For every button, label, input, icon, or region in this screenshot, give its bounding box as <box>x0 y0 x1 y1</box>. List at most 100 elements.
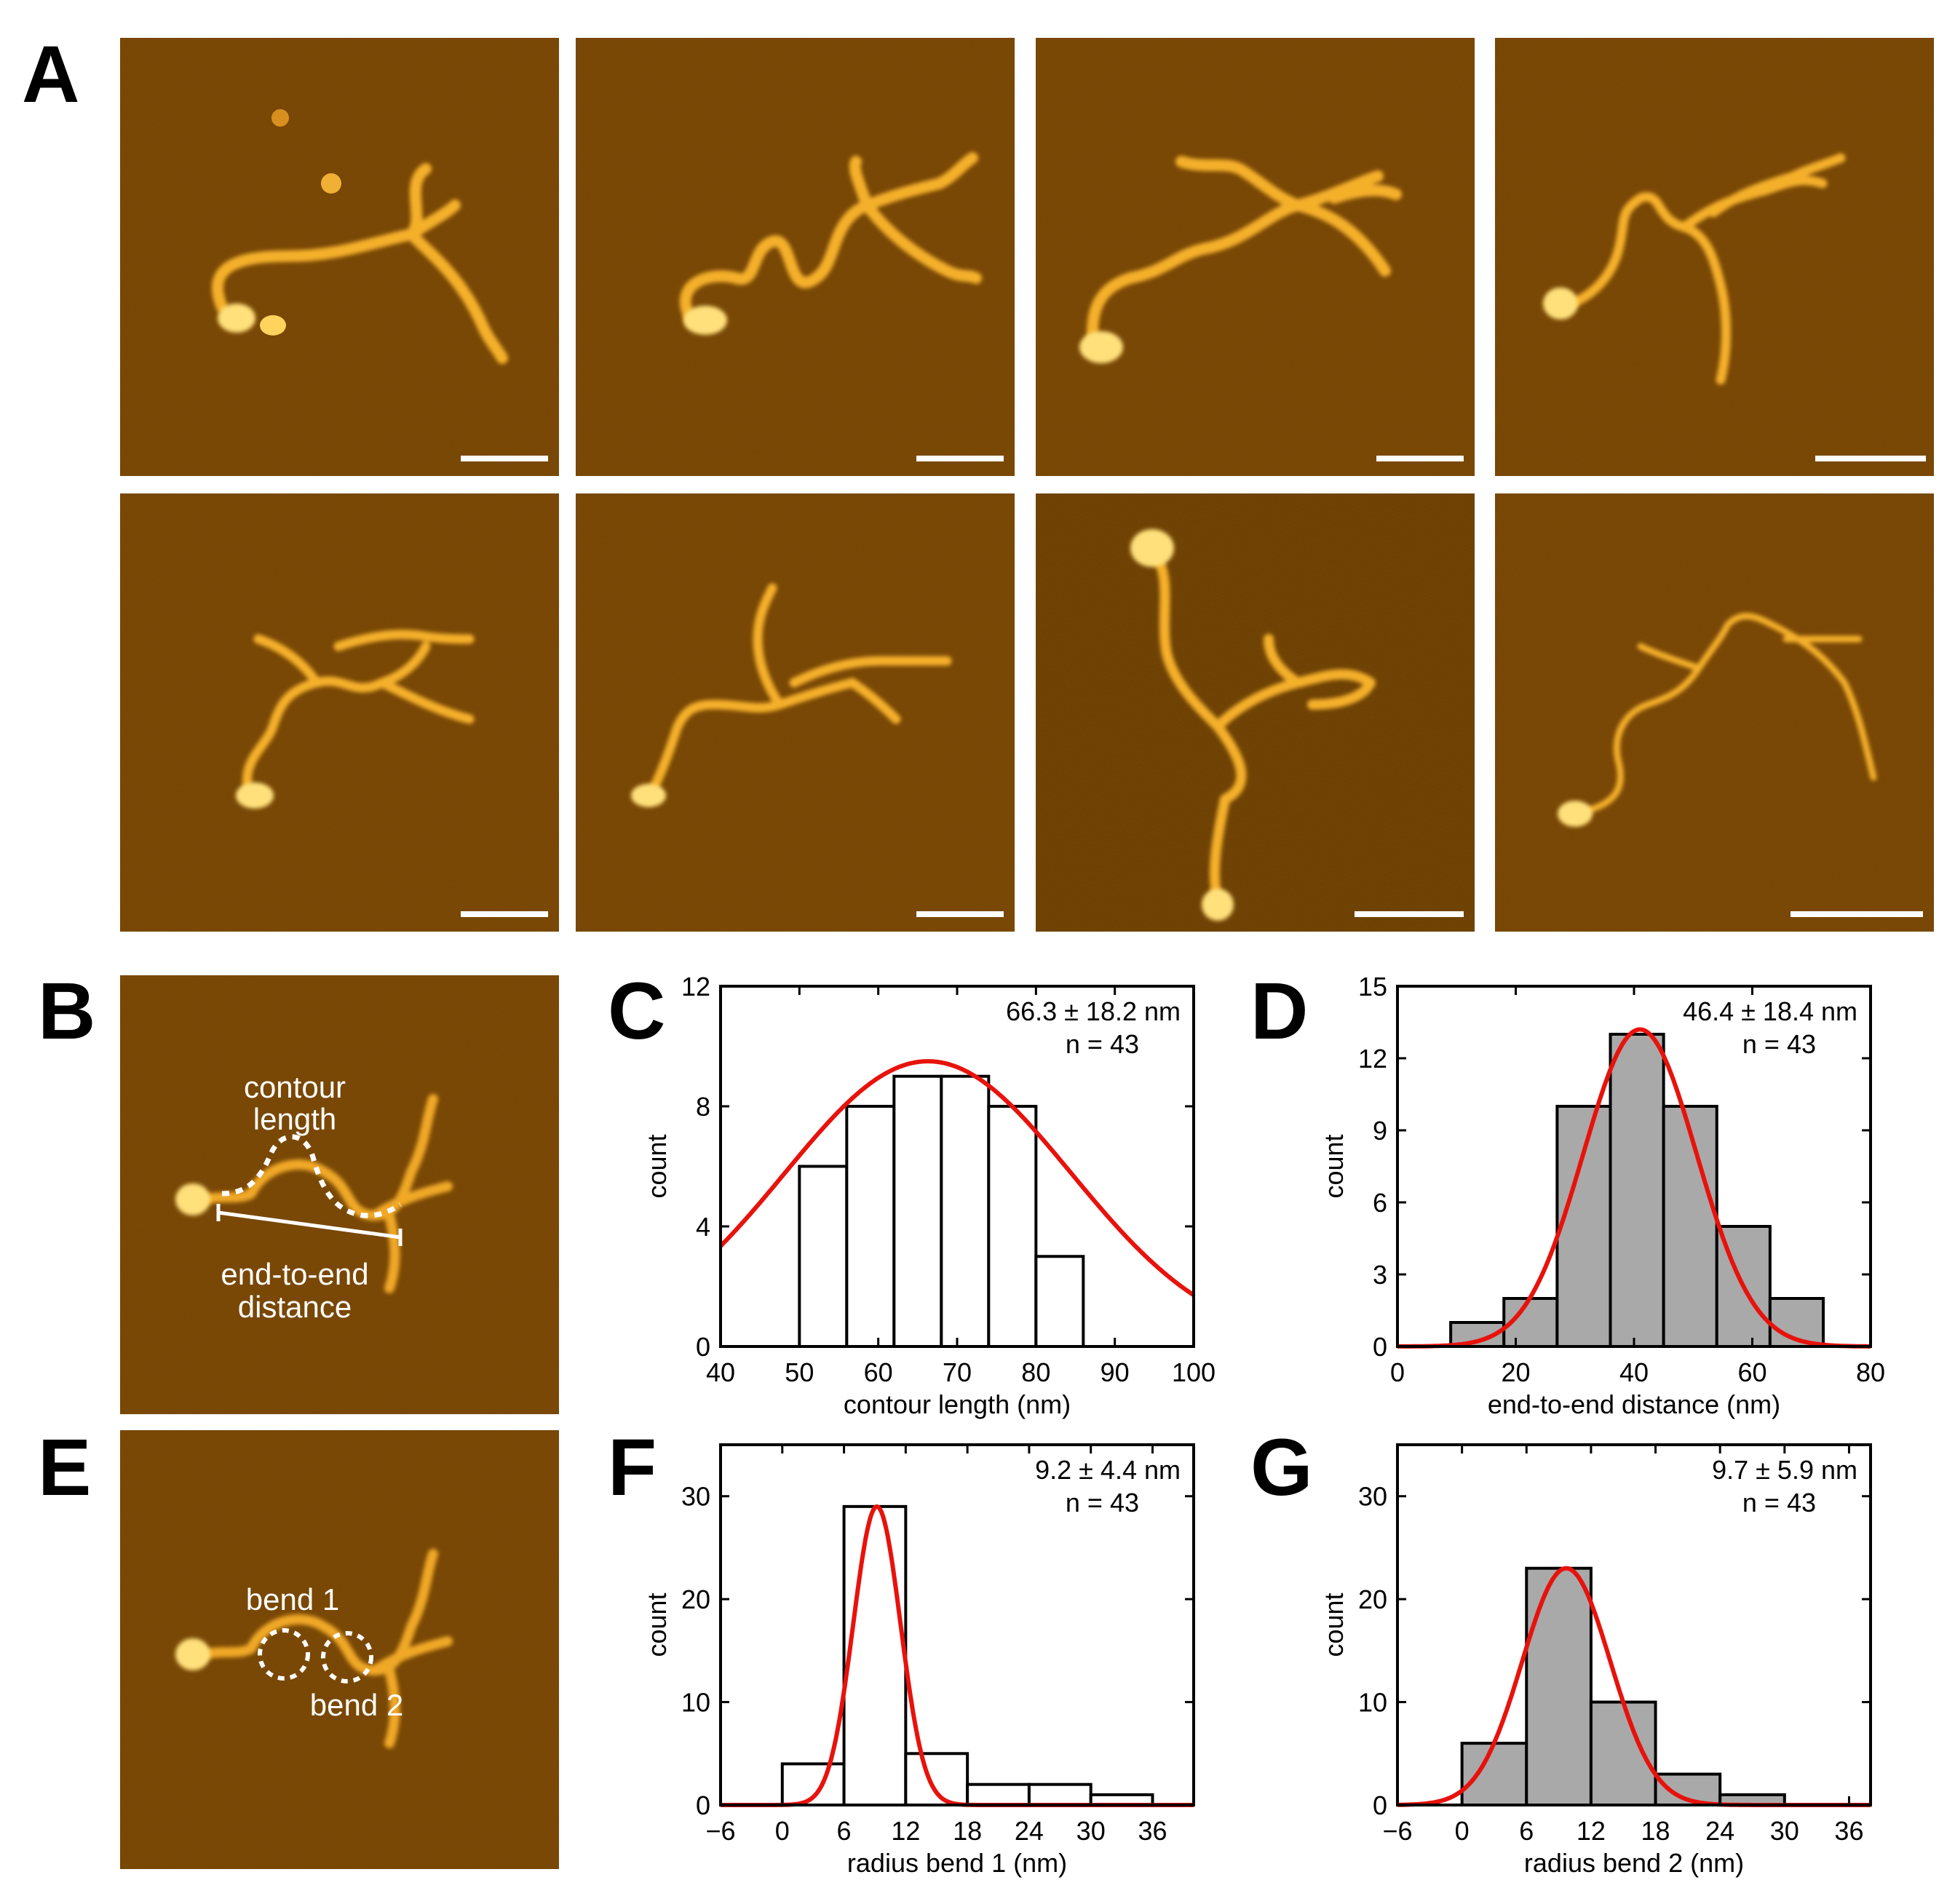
hist-d-ytick-label-1: 3 <box>1373 1260 1387 1290</box>
hist-f-n-text: n = 43 <box>1066 1488 1139 1518</box>
hist-d-ytick-label-2: 6 <box>1373 1188 1387 1218</box>
hist-f-xtick-label-5: 24 <box>1015 1816 1044 1846</box>
panel-label-c: C <box>608 967 666 1056</box>
hist-f-stat-text: 9.2 ± 4.4 nm <box>1035 1455 1181 1485</box>
hist-c-xlabel: contour length (nm) <box>844 1389 1071 1419</box>
distance-label-line2: distance <box>238 1290 352 1324</box>
afm-image-3 <box>1036 38 1475 476</box>
hist-d-bar-2 <box>1555 1105 1612 1348</box>
hist-c-ylabel: count <box>642 1134 672 1198</box>
hist-c-fit-curve <box>718 1059 1195 1297</box>
hist-g-ytick-label-2: 20 <box>1358 1584 1387 1614</box>
hist-d-bar-4 <box>1662 1105 1718 1348</box>
scale-bar <box>1355 911 1464 917</box>
hist-f-xtick-label-3: 12 <box>891 1816 920 1846</box>
hist-g-xtick-label-0: −6 <box>1382 1816 1412 1846</box>
hist-c-xtick-label-6: 100 <box>1172 1357 1216 1387</box>
hist-f-xtick-label-6: 30 <box>1076 1816 1106 1846</box>
hist-d-fit-curve <box>1397 1027 1871 1349</box>
hist-c-stat-text: 66.3 ± 18.2 nm <box>1006 996 1181 1026</box>
hist-c-xtick-label-2: 60 <box>864 1357 893 1387</box>
hist-c-xtick-label-1: 50 <box>785 1357 814 1387</box>
hist-f-xtick-label-7: 36 <box>1138 1816 1167 1846</box>
hist-f-ytick-label-0: 0 <box>696 1790 710 1820</box>
hist-g-bar-0 <box>1460 1742 1528 1806</box>
scale-bar <box>916 456 1004 461</box>
panel-label-d: D <box>1250 967 1309 1056</box>
hist-d-ytick-label-0: 0 <box>1373 1332 1387 1362</box>
hist-d-xtick-label-3: 60 <box>1737 1357 1766 1387</box>
hist-f-ytick-label-3: 30 <box>681 1482 710 1512</box>
histogram-f: −6 0 6 12 18 24 30 36 0 10 20 30 radius bend 1 (nm) c… <box>642 1434 1205 1885</box>
hist-g-xlabel: radius bend 2 (nm) <box>1524 1848 1744 1878</box>
scale-bar <box>461 911 548 917</box>
bend-1-label: bend 1 <box>246 1582 339 1617</box>
afm-image-1 <box>120 38 559 476</box>
afm-image-8 <box>1495 493 1934 932</box>
hist-f-ytick-label-1: 10 <box>681 1688 710 1718</box>
end-to-end-line <box>216 1204 402 1246</box>
hist-d-xlabel: end-to-end distance (nm) <box>1488 1389 1780 1419</box>
afm-image-b: contour length end-to-end distance <box>120 975 559 1414</box>
hist-d-xtick-label-1: 20 <box>1501 1357 1530 1387</box>
hist-d-xtick-label-0: 0 <box>1390 1357 1405 1387</box>
hist-c-xtick-label-3: 70 <box>943 1357 972 1387</box>
panel-label-b: B <box>38 967 96 1056</box>
hist-g-xtick-label-1: 0 <box>1455 1816 1470 1846</box>
histogram-d: 0 20 40 60 80 0 3 6 9 12 15 end-to-end distance (nm… <box>1292 972 1885 1427</box>
bend-2-circle <box>321 1631 373 1683</box>
hist-f-frame <box>719 1443 1195 1806</box>
hist-d-ytick-label-4: 12 <box>1358 1044 1387 1074</box>
hist-f-xtick-label-2: 6 <box>837 1816 852 1846</box>
hist-f-bar-3 <box>966 1782 1031 1807</box>
hist-c-ytick-label-0: 0 <box>696 1332 710 1362</box>
hist-g-ytick-label-3: 30 <box>1358 1482 1387 1512</box>
afm-image-4 <box>1495 38 1934 476</box>
afm-image-6 <box>576 493 1015 932</box>
hist-c-ytick-label-2: 8 <box>696 1092 710 1122</box>
hist-g-stat-text: 9.7 ± 5.9 nm <box>1712 1455 1857 1485</box>
hist-d-ytick-label-3: 9 <box>1373 1116 1387 1146</box>
hist-c-xtick-label-4: 80 <box>1021 1357 1050 1387</box>
hist-d-ylabel: count <box>1319 1134 1349 1198</box>
hist-g-ytick-label-1: 10 <box>1358 1688 1387 1718</box>
hist-c-xtick-label-0: 40 <box>706 1357 735 1387</box>
contour-label-line2: length <box>253 1102 336 1136</box>
contour-length-path <box>221 1134 402 1218</box>
hist-c-bar-2 <box>892 1074 943 1348</box>
panel-label-e: E <box>38 1423 92 1512</box>
scale-bar <box>1791 911 1923 917</box>
hist-c-bar-1 <box>845 1105 896 1348</box>
hist-g-bar-1 <box>1525 1566 1593 1806</box>
histogram-d-svg: 0 20 40 60 80 0 3 6 9 12 15 end-to-end distance (nm… <box>1319 972 1885 1419</box>
hist-d-xtick-label-4: 80 <box>1856 1357 1885 1387</box>
hist-c-bar-5 <box>1034 1255 1085 1348</box>
hist-g-frame <box>1396 1443 1872 1806</box>
histogram-c: 40 50 60 70 80 90 100 0 4 8 12 contour length (nm) c… <box>642 972 1216 1427</box>
hist-c-bar-4 <box>987 1105 1038 1348</box>
hist-c-bar-0 <box>798 1165 849 1348</box>
hist-f-ylabel: count <box>642 1592 672 1657</box>
hist-g-ytick-label-0: 0 <box>1373 1790 1387 1820</box>
distance-label-line1: end-to-end <box>221 1257 368 1291</box>
histogram-c-svg: 40 50 60 70 80 90 100 0 4 8 12 contour length (nm) c… <box>642 972 1216 1419</box>
panel-label-a: A <box>22 30 80 119</box>
hist-d-xtick-label-2: 40 <box>1619 1357 1649 1387</box>
bend-1-circle <box>258 1628 310 1681</box>
hist-f-bar-2 <box>904 1752 969 1806</box>
panel-label-f: F <box>608 1423 657 1512</box>
contour-label-line1: contour <box>244 1070 346 1104</box>
hist-g-xtick-label-5: 24 <box>1705 1816 1734 1846</box>
hist-c-bar-3 <box>940 1074 991 1348</box>
bend-2-label: bend 2 <box>310 1688 403 1722</box>
hist-c-n-text: n = 43 <box>1066 1029 1139 1059</box>
hist-g-ylabel: count <box>1319 1592 1349 1657</box>
hist-f-bar-1 <box>842 1504 908 1806</box>
hist-g-xtick-label-7: 36 <box>1834 1816 1863 1846</box>
hist-g-n-text: n = 43 <box>1742 1488 1816 1518</box>
scale-bar <box>1815 456 1926 461</box>
hist-d-stat-text: 46.4 ± 18.4 nm <box>1683 996 1857 1026</box>
hist-c-xtick-label-5: 90 <box>1101 1357 1130 1387</box>
